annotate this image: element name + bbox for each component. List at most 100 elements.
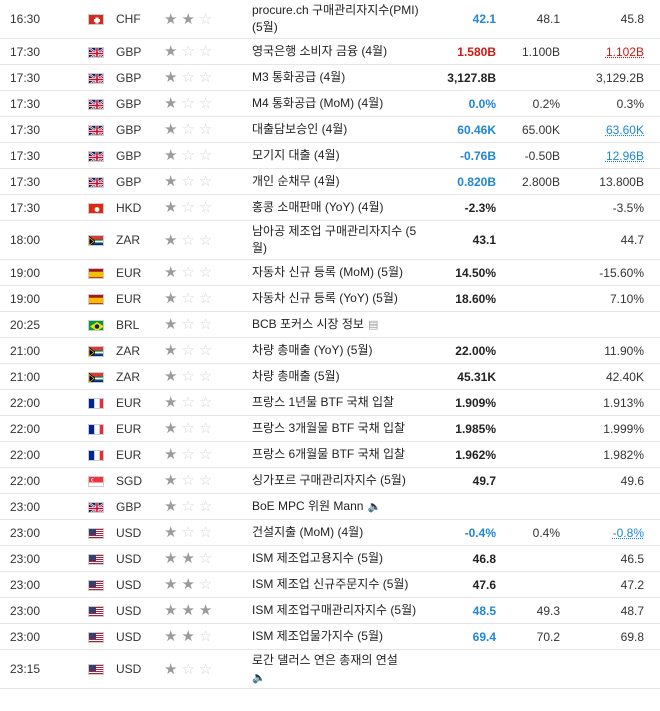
event-name-link[interactable]: 자동차 신규 등록 (MoM) (5월) (252, 265, 403, 279)
event-row[interactable]: 20:25 BRL ★ ☆ ☆ BCB 포커스 시장 정보 ▤ (0, 311, 660, 338)
currency-code: EUR (112, 285, 160, 312)
event-name-link[interactable]: 모기지 대출 (4월) (252, 148, 340, 162)
event-name-link[interactable]: 건설지출 (MoM) (4월) (252, 525, 364, 539)
previous-value[interactable]: 63.60K (605, 122, 644, 137)
event-row[interactable]: 17:30 GBP ★ ☆ ☆ M4 통화공급 (MoM) (4월) 0.0% 0.2% 0.3… (0, 90, 660, 117)
forecast-value: 2.800B (500, 168, 564, 195)
event-time: 21:00 (0, 337, 78, 364)
event-name-link[interactable]: 개인 순채무 (4월) (252, 174, 340, 188)
event-name-link[interactable]: M3 통화공급 (4월) (252, 70, 346, 84)
event-name-link[interactable]: M4 통화공급 (MoM) (4월) (252, 96, 384, 110)
event-row[interactable]: 23:00 GBP ★ ☆ ☆ BoE MPC 위원 Mann 🔈 (0, 493, 660, 520)
previous-value[interactable]: -0.8% (612, 525, 644, 540)
star-empty-icon: ☆ (181, 173, 195, 190)
event-row[interactable]: 23:00 USD ★ ★ ☆ ISM 제조업물가지수 (5월) 69.4 70.2 69.8 (0, 623, 660, 650)
event-time: 22:00 (0, 467, 78, 494)
event-name-link[interactable]: 싱가포르 구매관리자지수 (5월) (252, 473, 406, 487)
forecast-value: 49.3 (500, 597, 564, 624)
event-name-link[interactable]: 영국은행 소비자 금융 (4월) (252, 44, 388, 58)
event-row[interactable]: 23:00 USD ★ ★ ☆ ISM 제조업 신규주문지수 (5월) 47.6 47.2 (0, 571, 660, 598)
event-row[interactable]: 23:15 USD ★ ☆ ☆ 로간 댈러스 연은 총재의 연설 🔈 (0, 649, 660, 689)
event-name-link[interactable]: 프랑스 1년물 BTF 국채 입찰 (252, 395, 395, 409)
forecast-value (500, 415, 564, 442)
event-time: 23:00 (0, 571, 78, 598)
event-name-link[interactable]: 자동차 신규 등록 (YoY) (5월) (252, 291, 398, 305)
event-name-link[interactable]: ISM 제조업 신규주문지수 (5월) (252, 577, 409, 591)
star-empty-icon: ☆ (198, 231, 213, 249)
previous-value[interactable]: 1.102B (605, 44, 644, 59)
star-empty-icon: ☆ (198, 342, 213, 359)
event-name-link[interactable]: 로간 댈러스 연은 총재의 연설 (252, 652, 398, 667)
star-empty-icon: ☆ (181, 420, 195, 437)
event-name-link[interactable]: 차량 총매출 (YoY) (5월) (252, 343, 373, 357)
event-row[interactable]: 22:00 EUR ★ ☆ ☆ 프랑스 1년물 BTF 국채 입찰 1.909% 1.913% (0, 389, 660, 416)
event-row[interactable]: 23:00 USD ★ ★ ★ ISM 제조업구매관리자지수 (5월) 48.5 49.3 48… (0, 597, 660, 624)
event-row[interactable]: 22:00 EUR ★ ☆ ☆ 프랑스 6개월물 BTF 국채 입찰 1.962% 1.982… (0, 441, 660, 468)
event-row[interactable]: 22:00 EUR ★ ☆ ☆ 프랑스 3개월물 BTF 국채 입찰 1.985% 1.999… (0, 415, 660, 442)
importance-stars: ★ ☆ ☆ (160, 441, 248, 468)
currency-code: USD (112, 597, 160, 624)
actual-value (434, 311, 500, 338)
flag-br-icon (88, 319, 104, 331)
star-filled-icon: ★ (164, 550, 178, 567)
event-row[interactable]: 17:30 GBP ★ ☆ ☆ M3 통화공급 (4월) 3,127.8B 3,129.2B (0, 64, 660, 91)
actual-value (434, 649, 500, 689)
currency-code: EUR (112, 259, 160, 286)
flag-hk-icon (88, 202, 104, 214)
event-row[interactable]: 17:30 GBP ★ ☆ ☆ 모기지 대출 (4월) -0.76B -0.50B 12.96B (0, 142, 660, 169)
importance-stars: ★ ☆ ☆ (160, 467, 248, 494)
actual-value: 60.46K (434, 116, 500, 143)
importance-stars: ★ ☆ ☆ (160, 415, 248, 442)
star-empty-icon: ☆ (181, 368, 195, 385)
currency-code: CHF (112, 0, 160, 39)
star-empty-icon: ☆ (198, 43, 213, 60)
event-row[interactable]: 19:00 EUR ★ ☆ ☆ 자동차 신규 등록 (YoY) (5월) 18.60% 7.1… (0, 285, 660, 312)
event-row[interactable]: 17:30 GBP ★ ☆ ☆ 개인 순채무 (4월) 0.820B 2.800B 13.800… (0, 168, 660, 195)
importance-stars: ★ ☆ ☆ (160, 649, 248, 689)
currency-code: USD (112, 649, 160, 689)
currency-code: ZAR (112, 220, 160, 260)
event-row[interactable]: 17:30 GBP ★ ☆ ☆ 대출담보승인 (4월) 60.46K 65.00K 63.60K (0, 116, 660, 143)
currency-code: GBP (112, 168, 160, 195)
forecast-value: 70.2 (500, 623, 564, 650)
event-row[interactable]: 21:00 ZAR ★ ☆ ☆ 차량 총매출 (YoY) (5월) 22.00% 11.90% (0, 337, 660, 364)
star-filled-icon: ★ (164, 472, 178, 489)
star-empty-icon: ☆ (198, 498, 213, 515)
event-name-link[interactable]: BCB 포커스 시장 정보 (252, 316, 364, 331)
event-row[interactable]: 19:00 EUR ★ ☆ ☆ 자동차 신규 등록 (MoM) (5월) 14.50% -15… (0, 259, 660, 286)
event-name-link[interactable]: 대출담보승인 (4월) (252, 122, 348, 136)
event-row[interactable]: 21:00 ZAR ★ ☆ ☆ 차량 총매출 (5월) 45.31K 42.40K (0, 363, 660, 390)
event-row[interactable]: 23:00 USD ★ ★ ☆ ISM 제조업고용지수 (5월) 46.8 46.5 (0, 545, 660, 572)
event-name-link[interactable]: 남아공 제조업 구매관리자지수 (5월) (252, 224, 417, 255)
importance-stars: ★ ☆ ☆ (160, 194, 248, 221)
flag-gb-icon (88, 46, 104, 58)
star-empty-icon: ☆ (198, 368, 213, 385)
event-name-link[interactable]: 차량 총매출 (5월) (252, 369, 340, 383)
event-name-link[interactable]: BoE MPC 위원 Mann (252, 498, 364, 513)
event-row[interactable]: 17:30 HKD ★ ☆ ☆ 홍콩 소매판매 (YoY) (4월) -2.3% -3.5% (0, 194, 660, 221)
previous-value[interactable]: 12.96B (605, 148, 644, 163)
star-filled-icon: ★ (164, 95, 178, 112)
event-row[interactable]: 22:00 SGD ★ ☆ ☆ 싱가포르 구매관리자지수 (5월) 49.7 49.6 (0, 467, 660, 494)
event-name-link[interactable]: ISM 제조업고용지수 (5월) (252, 551, 383, 565)
actual-value: 0.820B (434, 168, 500, 195)
event-name-link[interactable]: 홍콩 소매판매 (YoY) (4월) (252, 200, 384, 214)
speaker-icon: 🔈 (367, 500, 382, 513)
event-time: 23:00 (0, 597, 78, 624)
event-time: 17:30 (0, 194, 78, 221)
star-empty-icon: ☆ (198, 290, 213, 307)
star-empty-icon: ☆ (181, 69, 195, 86)
event-name-link[interactable]: 프랑스 3개월물 BTF 국채 입찰 (252, 421, 406, 435)
event-row[interactable]: 17:30 GBP ★ ☆ ☆ 영국은행 소비자 금융 (4월) 1.580B 1.100B 1… (0, 38, 660, 65)
event-name-link[interactable]: ISM 제조업물가지수 (5월) (252, 629, 383, 643)
flag-ch-icon (88, 14, 104, 26)
event-name-link[interactable]: procure.ch 구매관리자지수(PMI) (5월) (252, 3, 419, 34)
event-name-link[interactable]: ISM 제조업구매관리자지수 (5월) (252, 603, 417, 617)
event-row[interactable]: 23:00 USD ★ ☆ ☆ 건설지출 (MoM) (4월) -0.4% 0.4% -0.8% (0, 519, 660, 546)
event-row[interactable]: 18:00 ZAR ★ ☆ ☆ 남아공 제조업 구매관리자지수 (5월) 43.1 44.7 (0, 220, 660, 260)
previous-value: 44.7 (620, 233, 644, 247)
star-filled-icon: ★ (164, 199, 178, 216)
event-row[interactable]: 16:30 CHF ★ ★ ☆ procure.ch 구매관리자지수(PMI) (5월) 4… (0, 0, 660, 39)
star-filled-icon: ★ (164, 342, 178, 359)
event-name-link[interactable]: 프랑스 6개월물 BTF 국채 입찰 (252, 447, 406, 461)
